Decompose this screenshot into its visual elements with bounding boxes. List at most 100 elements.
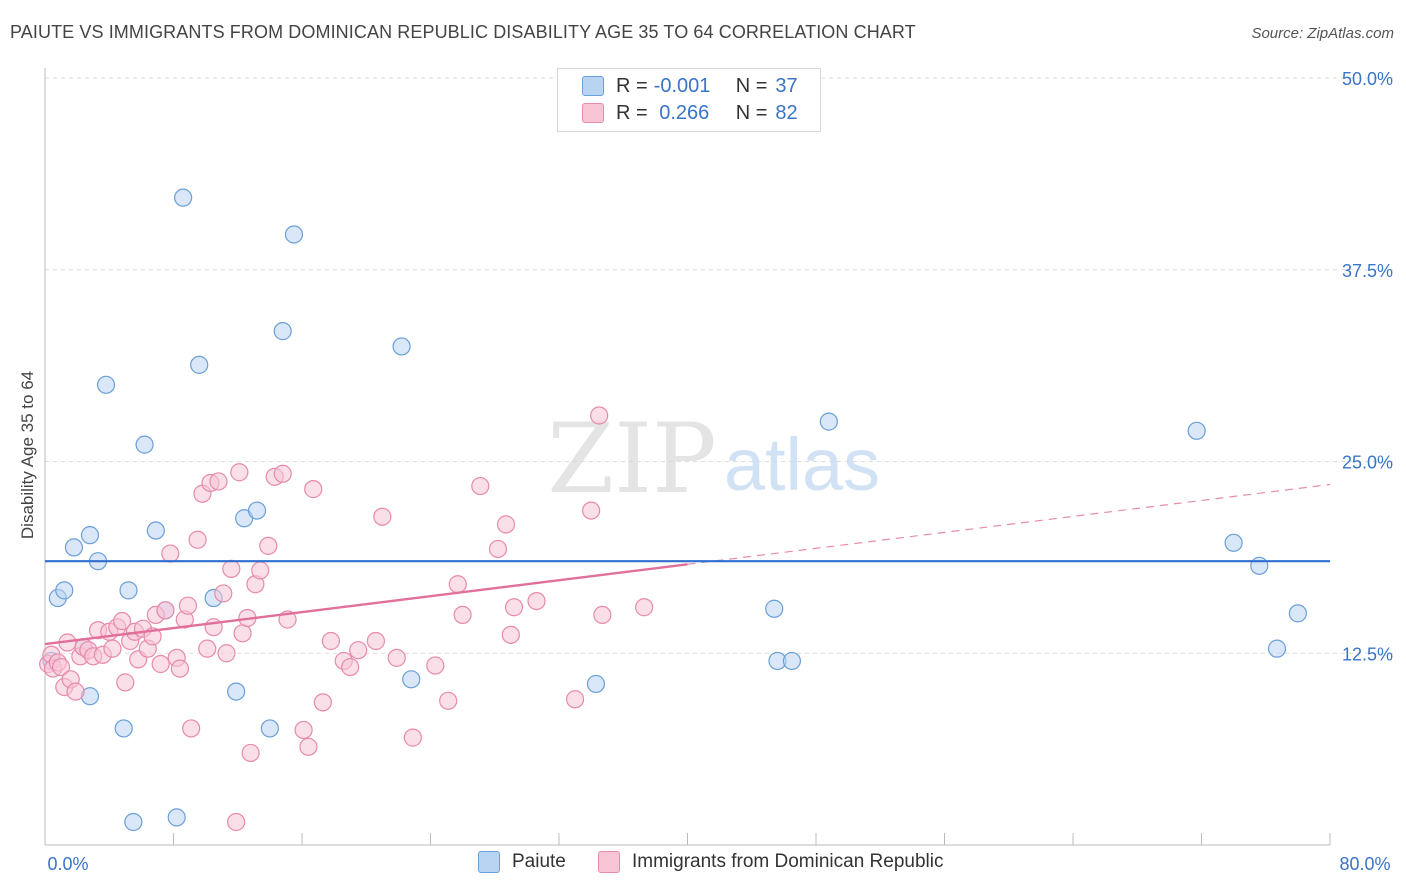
point-paiute — [819, 412, 838, 431]
point-dominican — [116, 673, 135, 692]
point-paiute — [284, 225, 304, 244]
point-paiute — [765, 599, 784, 618]
y-tick-label: 25.0% — [1342, 453, 1393, 473]
point-paiute — [124, 812, 143, 832]
point-dominican — [471, 476, 490, 496]
point-paiute — [1267, 639, 1287, 658]
point-dominican — [161, 544, 180, 563]
point-dominican — [403, 728, 422, 747]
point-dominican — [565, 690, 585, 709]
point-paiute — [190, 355, 209, 374]
legend-n-value-dominican: 82 — [775, 101, 798, 124]
point-dominican — [217, 644, 236, 663]
point-dominican — [426, 656, 445, 675]
point-dominican — [198, 639, 217, 658]
point-dominican — [387, 648, 406, 667]
bottom-legend-label-paiute: Paiute — [512, 851, 566, 872]
legend-box: R = -0.001 N = 37 R = 0.266 N = 82 — [557, 68, 821, 132]
point-paiute — [114, 719, 133, 738]
y-tick-label: 50.0% — [1342, 69, 1393, 89]
point-dominican — [341, 657, 360, 677]
point-dominican — [227, 812, 246, 832]
point-paiute — [392, 337, 411, 356]
point-paiute — [135, 435, 154, 454]
point-dominican — [103, 639, 122, 658]
point-dominican — [259, 536, 278, 555]
point-paiute — [1250, 556, 1269, 575]
point-dominican — [209, 472, 228, 491]
point-dominican — [151, 654, 170, 674]
point-dominican — [527, 591, 546, 611]
point-paiute — [586, 674, 606, 694]
y-tick-label: 12.5% — [1342, 644, 1393, 664]
point-dominican — [373, 507, 392, 526]
point-dominican — [51, 657, 71, 677]
point-dominican — [230, 463, 249, 482]
legend-swatch-paiute — [582, 76, 604, 96]
legend-n-value-paiute: 37 — [775, 74, 798, 97]
bottom-legend-swatch-paiute — [478, 851, 500, 873]
point-dominican — [313, 693, 332, 712]
trend-line-dominican-dashed — [687, 483, 1331, 565]
point-paiute — [1187, 421, 1206, 440]
legend-r-label: R = — [616, 101, 648, 124]
point-paiute — [260, 719, 279, 738]
tick-label-layer: 12.5% 25.0% 37.5% 50.0% 0.0% 80.0% — [47, 69, 1393, 874]
watermark: ZIP atlas — [547, 403, 880, 515]
legend-row-paiute: R = -0.001 N = 37 — [582, 74, 798, 98]
point-paiute — [55, 581, 74, 600]
bottom-legend-paiute: Paiute — [478, 851, 566, 873]
point-dominican — [156, 601, 175, 620]
point-dominican — [635, 598, 654, 617]
source-label: Source: ZipAtlas.com — [1251, 25, 1394, 42]
point-dominican — [188, 530, 207, 549]
point-dominican — [182, 719, 201, 738]
point-paiute — [174, 188, 193, 207]
point-dominican — [304, 480, 323, 499]
point-dominican — [222, 559, 241, 578]
point-dominican — [590, 406, 609, 425]
point-paiute — [1288, 604, 1307, 623]
x-tick-label: 0.0% — [47, 854, 88, 874]
point-dominican — [170, 659, 190, 678]
point-paiute — [167, 808, 186, 827]
legend-r-label: R = — [616, 74, 648, 97]
x-tick-label: 80.0% — [1339, 854, 1390, 874]
point-dominican — [233, 624, 252, 643]
bottom-legend-label-dominican: Immigrants from Dominican Republic — [632, 851, 944, 872]
axis-layer — [44, 68, 1331, 846]
legend-r-value-paiute: -0.001 — [653, 74, 711, 97]
points-layer — [39, 188, 1307, 832]
trend-line-dominican — [44, 563, 688, 646]
watermark-atlas: atlas — [724, 423, 880, 506]
point-dominican — [593, 605, 612, 625]
legend-r-value-dominican: 0.266 — [653, 101, 710, 124]
point-dominican — [294, 720, 313, 740]
point-dominican — [496, 515, 516, 534]
point-dominican — [582, 501, 601, 520]
point-dominican — [299, 737, 318, 756]
point-dominican — [504, 598, 524, 617]
legend-n-label: N = — [735, 74, 768, 97]
point-dominican — [241, 743, 260, 763]
point-dominican — [178, 596, 198, 615]
point-dominican — [488, 539, 508, 559]
point-dominican — [273, 464, 292, 483]
point-dominican — [214, 584, 233, 603]
point-paiute — [782, 651, 802, 671]
point-paiute — [80, 526, 100, 545]
point-paiute — [64, 538, 84, 557]
point-paiute — [96, 375, 116, 394]
trend-layer — [44, 483, 1331, 646]
point-dominican — [439, 691, 458, 710]
point-paiute — [247, 501, 267, 520]
watermark-zip: ZIP — [547, 403, 716, 515]
chart-title: PAIUTE VS IMMIGRANTS FROM DOMINICAN REPU… — [10, 22, 916, 42]
point-dominican — [453, 605, 472, 625]
y-tick-label: 37.5% — [1342, 261, 1393, 281]
legend-swatch-dominican — [582, 103, 604, 123]
grid-layer — [45, 77, 1395, 654]
point-paiute — [273, 322, 292, 341]
legend-n-label: N = — [735, 101, 768, 124]
